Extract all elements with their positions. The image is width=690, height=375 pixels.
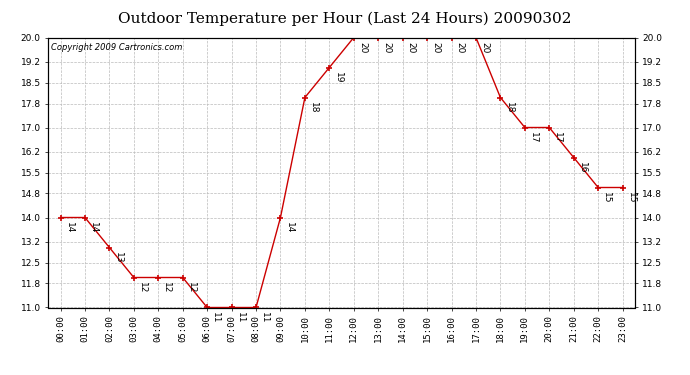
Text: 12: 12 [138, 282, 147, 293]
Text: 18: 18 [309, 102, 318, 113]
Text: 14: 14 [89, 222, 98, 233]
Text: 20: 20 [431, 42, 440, 53]
Text: 13: 13 [114, 252, 123, 263]
Text: 19: 19 [333, 72, 342, 83]
Text: 18: 18 [504, 102, 513, 113]
Text: Outdoor Temperature per Hour (Last 24 Hours) 20090302: Outdoor Temperature per Hour (Last 24 Ho… [118, 11, 572, 26]
Text: 11: 11 [260, 312, 269, 323]
Text: 20: 20 [455, 42, 464, 53]
Text: 20: 20 [407, 42, 416, 53]
Text: 12: 12 [187, 282, 196, 293]
Text: 17: 17 [529, 132, 538, 143]
Text: 20: 20 [480, 42, 489, 53]
Text: 16: 16 [578, 162, 587, 173]
Text: 17: 17 [553, 132, 562, 143]
Text: 20: 20 [358, 42, 367, 53]
Text: 14: 14 [65, 222, 74, 233]
Text: 14: 14 [284, 222, 294, 233]
Text: Copyright 2009 Cartronics.com: Copyright 2009 Cartronics.com [51, 43, 183, 52]
Text: 12: 12 [162, 282, 171, 293]
Text: 15: 15 [602, 192, 611, 203]
Text: 11: 11 [211, 312, 220, 323]
Text: 20: 20 [382, 42, 391, 53]
Text: 11: 11 [236, 312, 245, 323]
Text: 15: 15 [627, 192, 635, 203]
